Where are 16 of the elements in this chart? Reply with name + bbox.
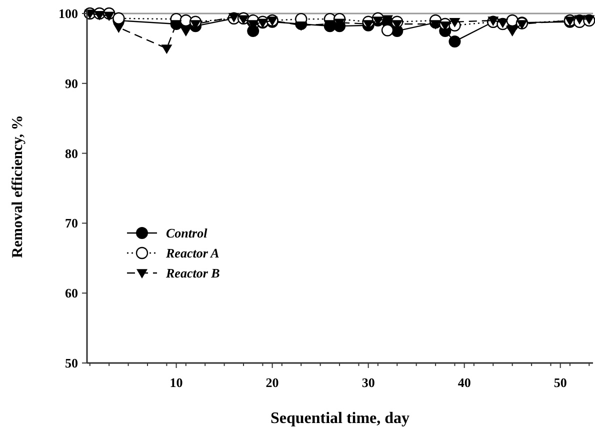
legend-label: Control (166, 226, 208, 241)
y-axis-title: Removal efficiency, % (10, 115, 26, 258)
x-tick-label: 10 (170, 375, 183, 390)
x-tick-label: 20 (266, 375, 279, 390)
x-tick-label: 40 (458, 375, 471, 390)
y-tick-label: 80 (65, 146, 78, 161)
y-tick-label: 70 (65, 216, 78, 231)
y-tick-label: 50 (65, 356, 78, 371)
y-tick-label: 90 (65, 76, 78, 91)
legend-label: Reactor A (165, 246, 220, 261)
x-tick-label: 30 (362, 375, 375, 390)
legend-label: Reactor B (165, 266, 220, 281)
x-tick-label: 50 (554, 375, 567, 390)
y-tick-label: 100 (58, 6, 78, 22)
y-tick-label: 60 (65, 286, 78, 301)
x-axis-title: Sequential time, day (270, 410, 410, 427)
